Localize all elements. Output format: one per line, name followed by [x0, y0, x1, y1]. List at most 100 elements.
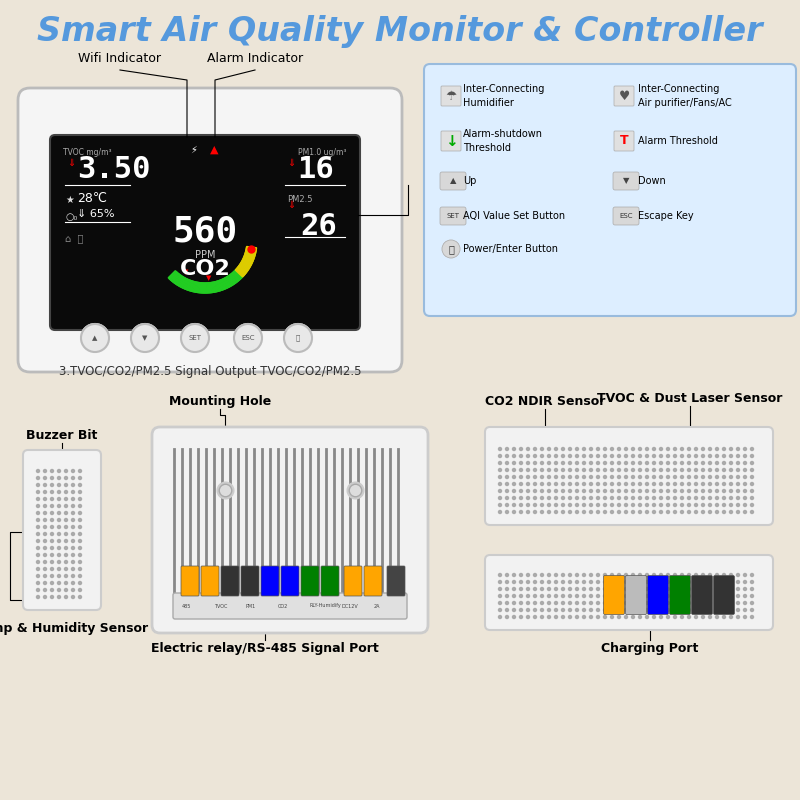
FancyBboxPatch shape [614, 131, 634, 151]
Circle shape [750, 482, 754, 486]
Circle shape [554, 469, 558, 471]
Circle shape [625, 497, 627, 499]
Circle shape [730, 454, 733, 458]
Circle shape [702, 510, 705, 514]
Circle shape [603, 609, 606, 611]
Circle shape [666, 510, 670, 514]
Circle shape [674, 469, 677, 471]
Circle shape [526, 469, 530, 471]
Polygon shape [216, 281, 221, 291]
Circle shape [666, 497, 670, 499]
Polygon shape [217, 281, 222, 290]
Circle shape [681, 447, 683, 450]
Circle shape [687, 462, 690, 465]
Circle shape [498, 581, 502, 583]
Circle shape [78, 546, 82, 550]
Circle shape [743, 469, 746, 471]
Circle shape [618, 602, 621, 605]
Circle shape [653, 490, 655, 493]
FancyBboxPatch shape [647, 575, 669, 614]
Circle shape [625, 609, 627, 611]
Circle shape [722, 482, 726, 486]
Circle shape [554, 503, 558, 506]
Circle shape [715, 454, 718, 458]
Circle shape [526, 615, 530, 618]
Circle shape [554, 594, 558, 598]
Circle shape [43, 505, 46, 507]
Circle shape [610, 609, 614, 611]
Circle shape [694, 594, 698, 598]
Circle shape [638, 462, 642, 465]
Polygon shape [243, 257, 254, 262]
Polygon shape [215, 282, 220, 291]
Circle shape [526, 503, 530, 506]
Circle shape [603, 475, 606, 478]
Polygon shape [174, 274, 182, 284]
Text: Alarm Threshold: Alarm Threshold [638, 136, 718, 146]
Circle shape [597, 581, 599, 583]
Circle shape [569, 475, 571, 478]
Circle shape [498, 503, 502, 506]
Circle shape [58, 589, 61, 591]
Polygon shape [191, 282, 195, 292]
Circle shape [58, 498, 61, 501]
Circle shape [513, 594, 515, 598]
Circle shape [50, 574, 54, 578]
Circle shape [547, 594, 550, 598]
Circle shape [71, 546, 74, 550]
Circle shape [582, 469, 586, 471]
Polygon shape [204, 283, 206, 293]
Circle shape [737, 602, 739, 605]
Circle shape [638, 447, 642, 450]
Circle shape [58, 483, 61, 486]
Circle shape [618, 615, 621, 618]
Circle shape [709, 602, 711, 605]
Circle shape [631, 587, 634, 590]
Circle shape [715, 510, 718, 514]
Circle shape [625, 594, 627, 598]
Circle shape [590, 609, 593, 611]
Circle shape [737, 594, 739, 598]
Circle shape [554, 587, 558, 590]
Circle shape [562, 475, 565, 478]
Circle shape [694, 503, 698, 506]
Circle shape [674, 482, 677, 486]
Circle shape [603, 497, 606, 499]
Circle shape [694, 609, 698, 611]
Circle shape [71, 567, 74, 570]
Circle shape [78, 554, 82, 557]
Circle shape [526, 462, 530, 465]
Circle shape [590, 454, 593, 458]
Circle shape [603, 574, 606, 577]
Circle shape [597, 475, 599, 478]
Circle shape [743, 510, 746, 514]
Circle shape [526, 454, 530, 458]
Polygon shape [238, 266, 247, 273]
Circle shape [582, 447, 586, 450]
Circle shape [597, 574, 599, 577]
Circle shape [582, 503, 586, 506]
Circle shape [659, 510, 662, 514]
Polygon shape [212, 282, 216, 292]
Circle shape [638, 497, 642, 499]
Text: Alarm-shutdown
Threshold: Alarm-shutdown Threshold [463, 130, 543, 153]
Text: T: T [620, 134, 628, 147]
Circle shape [638, 490, 642, 493]
Circle shape [597, 503, 599, 506]
Circle shape [659, 482, 662, 486]
Circle shape [498, 602, 502, 605]
Circle shape [78, 539, 82, 542]
Circle shape [681, 602, 683, 605]
Circle shape [730, 615, 733, 618]
Text: ▲: ▲ [210, 145, 218, 155]
Text: ⏻: ⏻ [448, 244, 454, 254]
Circle shape [631, 454, 634, 458]
Circle shape [653, 462, 655, 465]
Text: 16: 16 [297, 155, 334, 184]
Circle shape [582, 510, 586, 514]
Circle shape [50, 511, 54, 514]
Circle shape [666, 490, 670, 493]
Circle shape [78, 561, 82, 563]
Circle shape [37, 546, 39, 550]
Circle shape [58, 526, 61, 529]
